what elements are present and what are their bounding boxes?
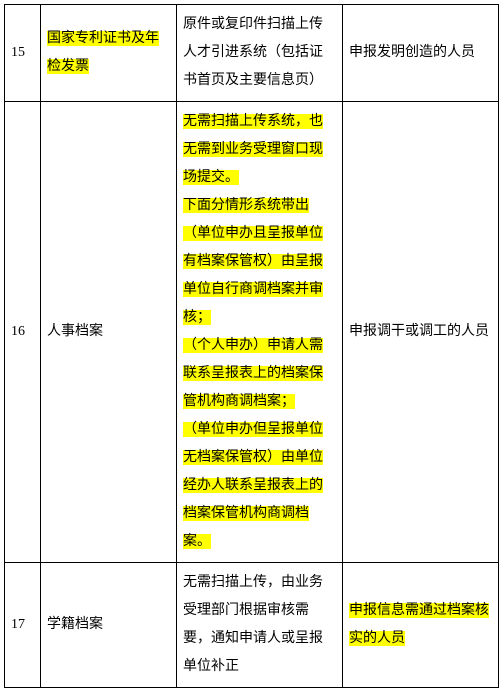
table-row: 16 人事档案 无需扫描上传系统，也无需到业务受理窗口现场提交。下面分情形系统带… xyxy=(5,102,499,563)
row-desc: 无需扫描上传，由业务受理部门根据审核需要，通知申请人或呈报单位补正 xyxy=(177,563,343,688)
row-who: 申报调干或调工的人员 xyxy=(343,102,499,563)
row-desc: 无需扫描上传系统，也无需到业务受理窗口现场提交。下面分情形系统带出（单位申办且呈… xyxy=(177,102,343,563)
row-who: 申报发明创造的人员 xyxy=(343,5,499,102)
row-name: 学籍档案 xyxy=(41,563,177,688)
row-who: 申报信息需通过档案核实的人员 xyxy=(343,563,499,688)
row-name: 人事档案 xyxy=(41,102,177,563)
row-desc: 原件或复印件扫描上传人才引进系统（包括证书首页及主要信息页） xyxy=(177,5,343,102)
documents-tbody: 15 国家专利证书及年检发票 原件或复印件扫描上传人才引进系统（包括证书首页及主… xyxy=(5,5,499,688)
row-number: 16 xyxy=(5,102,41,563)
row-number: 15 xyxy=(5,5,41,102)
documents-table: 15 国家专利证书及年检发票 原件或复印件扫描上传人才引进系统（包括证书首页及主… xyxy=(4,4,499,688)
table-row: 17 学籍档案 无需扫描上传，由业务受理部门根据审核需要，通知申请人或呈报单位补… xyxy=(5,563,499,688)
row-name: 国家专利证书及年检发票 xyxy=(41,5,177,102)
row-number: 17 xyxy=(5,563,41,688)
table-row: 15 国家专利证书及年检发票 原件或复印件扫描上传人才引进系统（包括证书首页及主… xyxy=(5,5,499,102)
